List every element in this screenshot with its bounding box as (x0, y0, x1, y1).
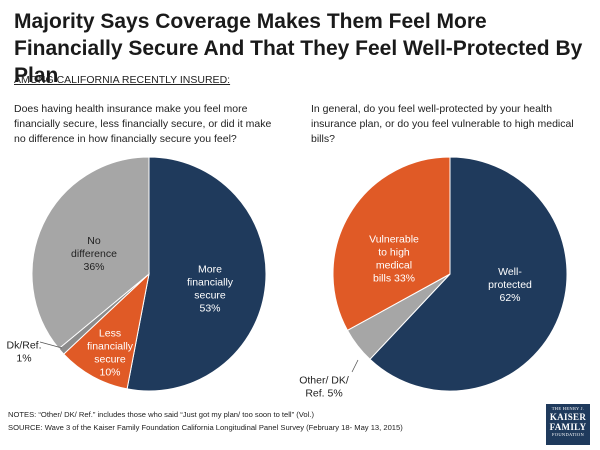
pie-slice-vulnerable-to-high-medical-bills (332, 156, 451, 332)
source-text: SOURCE: Wave 3 of the Kaiser Family Foun… (8, 423, 403, 432)
slice-label-other-dk-ref: Other/ DK/Ref. 5% (299, 375, 349, 400)
question-right: In general, do you feel well-protected b… (311, 103, 574, 145)
notes-text: NOTES: “Other/ DK/ Ref.” includes those … (8, 410, 314, 419)
logo-line-2: KAISER (549, 412, 587, 422)
logo-line-3: FAMILY (549, 422, 587, 432)
kff-logo: THE HENRY J. KAISER FAMILY FOUNDATION (546, 404, 590, 445)
leader-line-other-dk-ref (351, 359, 359, 373)
slice-label-vulnerable-to-high-medical-bills: Vulnerable to high medical bills 33% (369, 234, 419, 285)
logo-line-1: THE HENRY J. (551, 406, 585, 411)
pie-slice-no-difference (31, 156, 150, 350)
logo-line-4: FOUNDATION (552, 432, 584, 437)
slice-label-well-protected: Well-protected 62% (488, 266, 532, 304)
slice-label-no-difference: No difference 36% (71, 235, 117, 273)
chart-title: Majority Says Coverage Makes Them Feel M… (14, 10, 583, 87)
pie-slice-well-protected (369, 156, 568, 392)
footnotes: NOTES: “Other/ DK/ Ref.” includes those … (8, 408, 528, 434)
question-left: Does having health insurance make you fe… (14, 103, 272, 145)
subhead: AMONG CALIFORNIA RECENTLY INSURED: (14, 74, 231, 86)
slice-label-dk-ref: Dk/Ref. 1% (6, 340, 41, 365)
slice-label-less-financially-secure: Less financially secure 10% (87, 328, 134, 379)
pie-slice-less-financially-secure (63, 272, 150, 390)
slice-label-more-financially-secure: More financially secure 53% (187, 264, 234, 315)
leader-line-dk-ref (39, 341, 63, 349)
pie-slice-more-financially-secure (126, 156, 267, 392)
